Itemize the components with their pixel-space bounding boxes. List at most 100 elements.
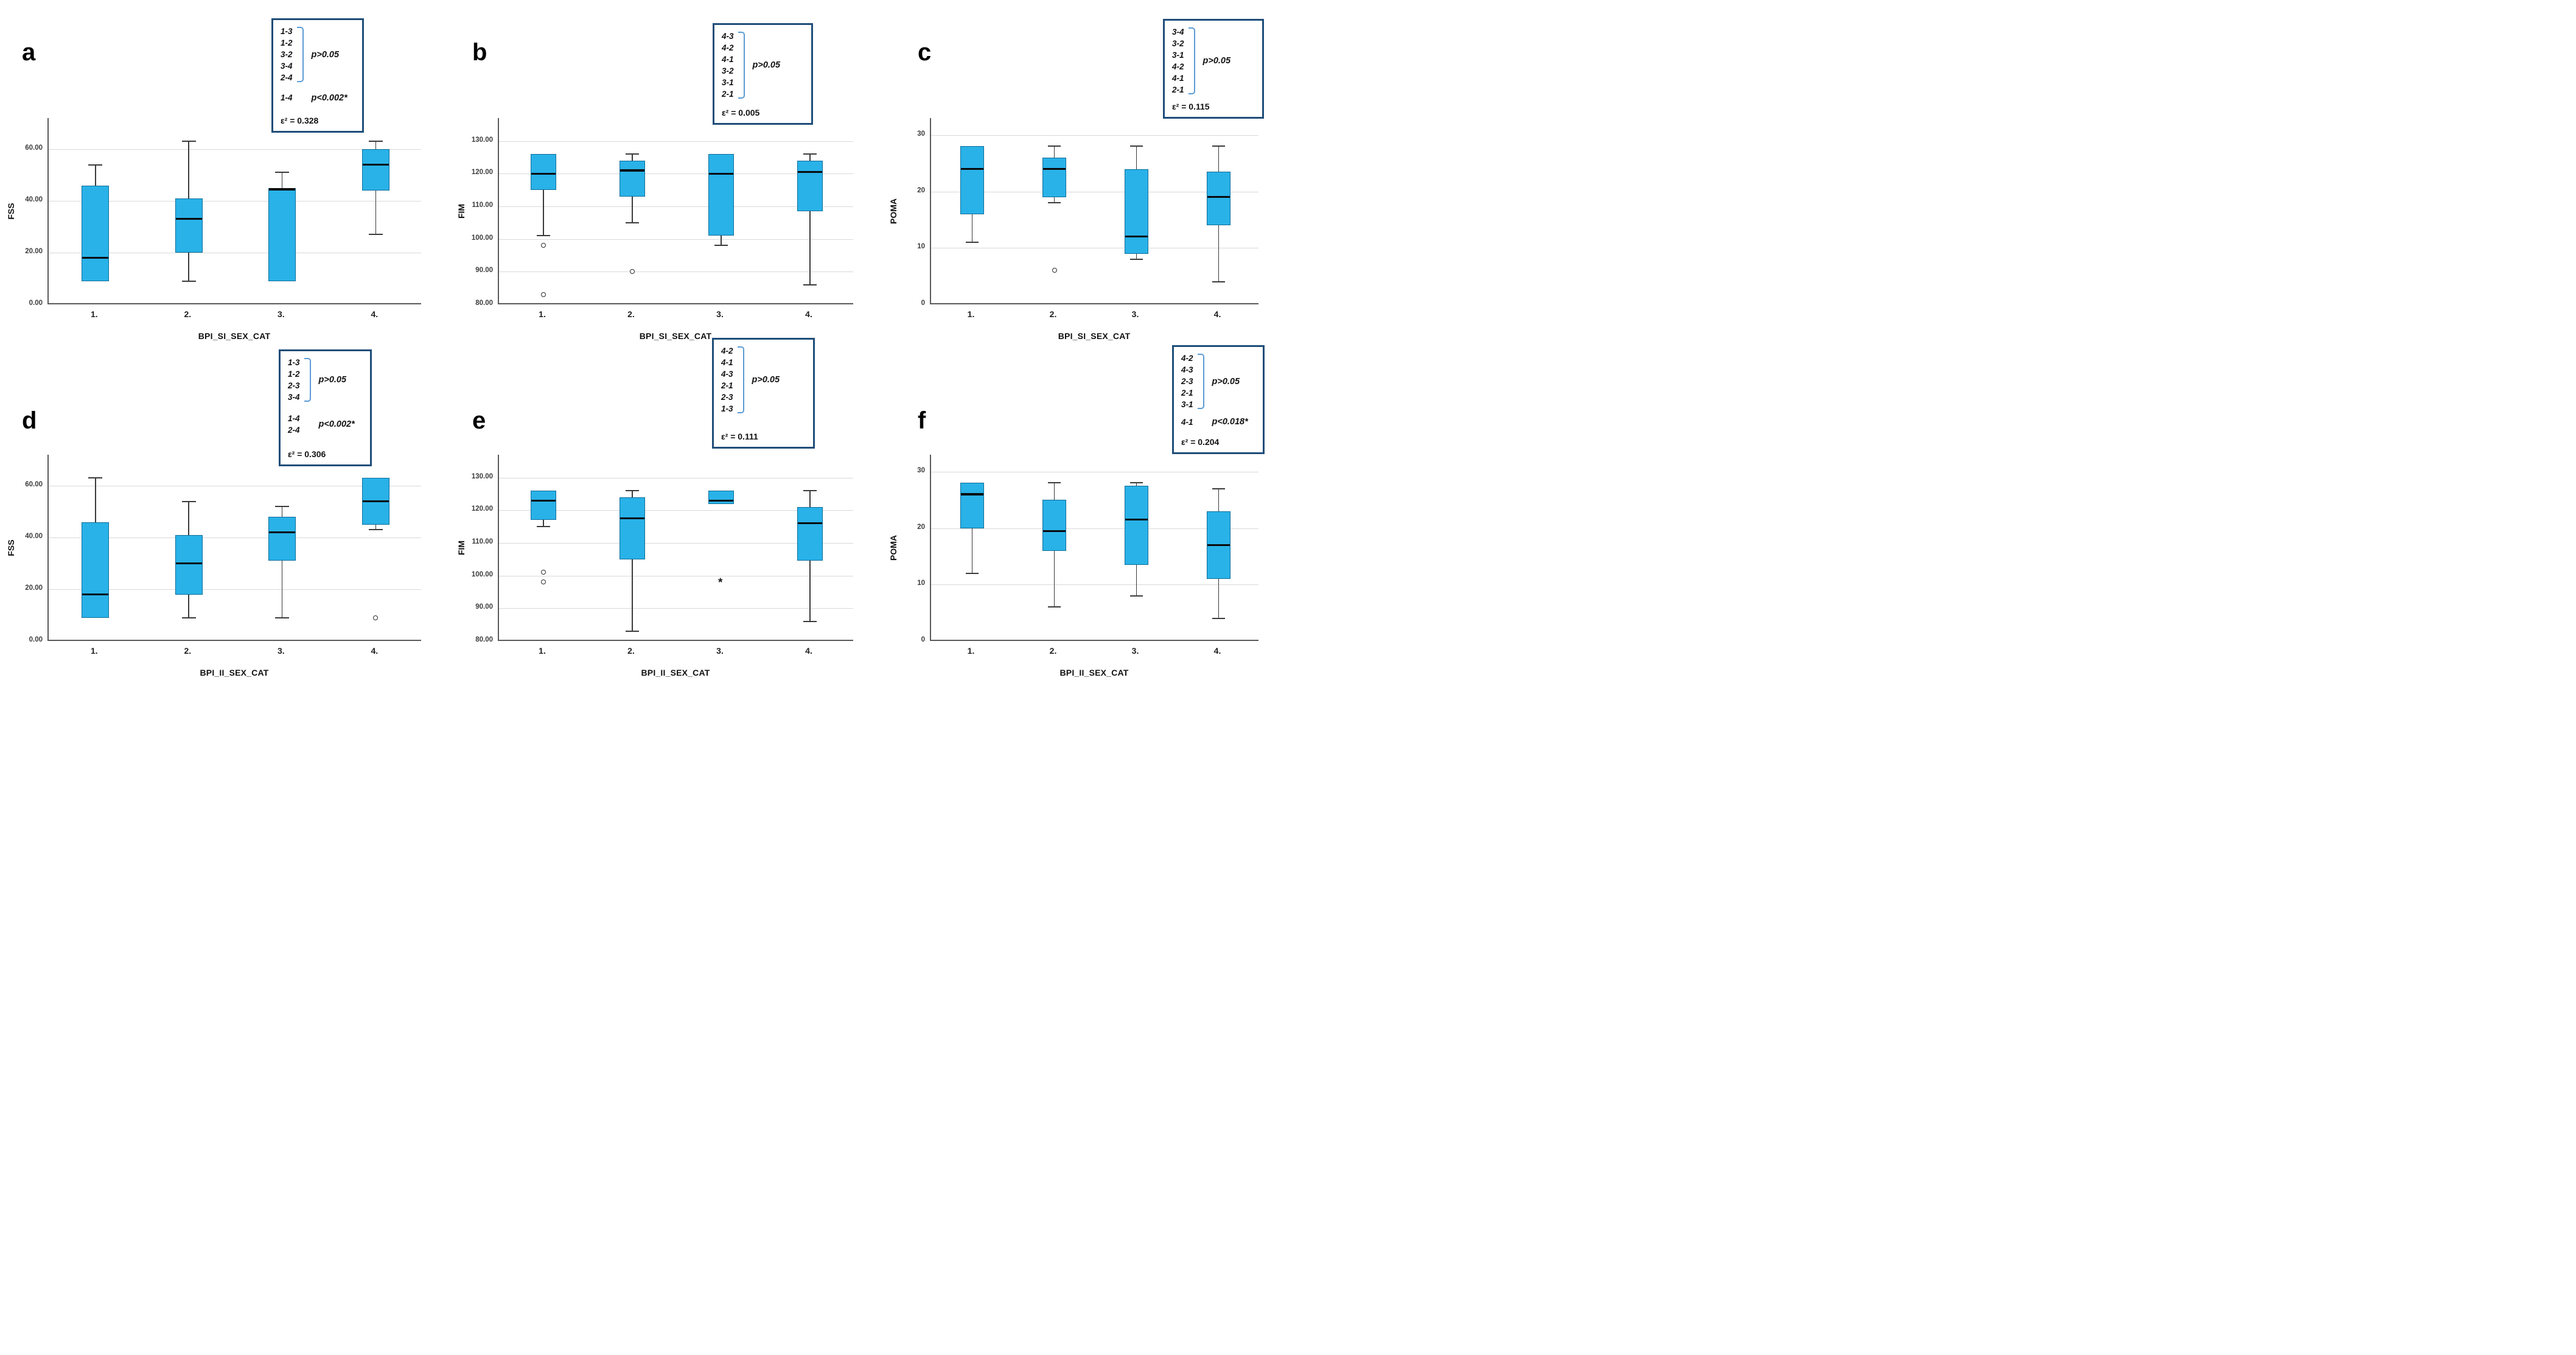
median-line xyxy=(1043,530,1066,532)
boxplot-box xyxy=(361,149,389,191)
p-value-label: p<0.002* xyxy=(318,419,355,429)
annotation-box: 4-3 4-2 4-1 3-2 3-1 2-1 p>0.05 ε² = 0.005 xyxy=(713,23,813,125)
median-line xyxy=(620,517,644,520)
y-tick-label: 90.00 xyxy=(475,603,493,611)
median-line xyxy=(1043,167,1066,170)
x-tick-label: 1. xyxy=(90,646,98,656)
x-tick-label: 3. xyxy=(277,309,285,319)
median-line xyxy=(620,169,644,172)
pair-label: 1-2 xyxy=(288,369,300,379)
pair-label: 2-3 xyxy=(721,393,733,402)
pair-label: 4-2 xyxy=(722,43,734,52)
x-tick-label: 4. xyxy=(371,646,379,656)
pair-label: 1-3 xyxy=(721,404,733,413)
x-tick-label: 1. xyxy=(967,646,975,656)
y-axis-title: FSS xyxy=(6,203,16,220)
effect-size-label: ε² = 0.115 xyxy=(1172,102,1210,111)
gridline xyxy=(49,537,421,538)
pair-label: 4-3 xyxy=(1181,365,1193,374)
x-tick-label: 3. xyxy=(716,646,724,656)
pair-label: 3-2 xyxy=(1172,39,1184,48)
y-tick-label: 130.00 xyxy=(471,472,493,480)
x-tick-label: 4. xyxy=(1213,309,1221,319)
pair-label: 3-1 xyxy=(1172,51,1184,60)
whisker-cap-top xyxy=(1048,482,1061,484)
median-line xyxy=(175,562,202,565)
x-tick-label: 3. xyxy=(716,309,724,319)
panel-letter: f xyxy=(918,407,926,434)
annotation-box: 4-2 4-1 4-3 2-1 2-3 1-3 p>0.05 ε² = 0.111 xyxy=(712,338,815,449)
panel-letter: d xyxy=(22,407,37,434)
x-axis-title: BPI_II_SEX_CAT xyxy=(641,668,710,678)
comparison-section: 4-1 p<0.018* xyxy=(1181,416,1255,428)
whisker-cap-bottom xyxy=(803,284,817,285)
boxplot-box xyxy=(175,534,203,595)
x-tick-label: 3. xyxy=(1131,309,1139,319)
outlier-point xyxy=(541,243,546,248)
boxplot-box xyxy=(531,154,556,191)
x-tick-label: 2. xyxy=(184,309,192,319)
comparison-section: 3-4 3-2 3-1 4-2 4-1 2-1 p>0.05 xyxy=(1172,26,1255,96)
y-tick-label: 90.00 xyxy=(475,267,493,275)
y-tick-label: 20 xyxy=(917,186,925,194)
pair-label: 1-4 xyxy=(288,414,300,423)
outlier-point xyxy=(630,269,635,275)
pair-label: 2-3 xyxy=(1181,377,1193,386)
median-line xyxy=(798,522,822,525)
comparison-bracket-icon xyxy=(1188,27,1195,94)
y-tick-label: 10 xyxy=(917,579,925,587)
y-tick-label: 20.00 xyxy=(25,248,43,255)
whisker-cap-bottom xyxy=(537,526,550,528)
gridline xyxy=(499,271,853,273)
comparison-section: 4-3 4-2 4-1 3-2 3-1 2-1 p>0.05 xyxy=(722,30,804,100)
whisker-cap-bottom xyxy=(1212,281,1225,282)
boxplot-box xyxy=(620,160,645,197)
p-value-label: p<0.018* xyxy=(1212,417,1248,427)
boxplot-box xyxy=(531,491,556,520)
median-line xyxy=(269,188,296,191)
p-value-label: p>0.05 xyxy=(311,49,340,60)
x-tick-label: 2. xyxy=(627,309,635,319)
pair-list: 1-4 2-4 xyxy=(288,413,300,436)
x-axis-title: BPI_SI_SEX_CAT xyxy=(1058,331,1131,341)
median-line xyxy=(269,531,296,534)
whisker-cap-top xyxy=(1130,145,1143,147)
pair-list: 4-2 4-1 4-3 2-1 2-3 1-3 xyxy=(721,345,733,415)
pair-label: 2-1 xyxy=(1181,388,1193,397)
plot-area xyxy=(47,455,421,641)
gridline xyxy=(931,135,1258,136)
y-tick-label: 80.00 xyxy=(475,299,493,307)
y-tick-label: 130.00 xyxy=(471,136,493,144)
y-tick-label: 20 xyxy=(917,523,925,531)
panel-e: e FIM * BPI_II_SEX_CAT 4-2 4-1 4-3 2-1 2-3 1-… xyxy=(450,337,882,678)
whisker-cap-bottom xyxy=(966,242,979,243)
panel-letter: c xyxy=(918,39,932,66)
boxplot-box xyxy=(620,497,645,559)
x-axis-title: BPI_II_SEX_CAT xyxy=(200,668,269,678)
outlier-point xyxy=(541,292,546,297)
effect-size-label: ε² = 0.328 xyxy=(281,116,319,125)
y-tick-label: 80.00 xyxy=(475,636,493,643)
y-tick-label: 110.00 xyxy=(472,201,493,209)
whisker-line xyxy=(971,483,973,573)
pair-label: 2-1 xyxy=(722,89,734,99)
pair-label: 1-4 xyxy=(281,93,293,102)
median-line xyxy=(709,499,733,502)
whisker-cap-top xyxy=(181,141,196,142)
plot-area xyxy=(930,455,1258,641)
boxplot-box xyxy=(960,483,984,528)
annotation-box: 3-4 3-2 3-1 4-2 4-1 2-1 p>0.05 ε² = 0.115 xyxy=(1163,19,1264,119)
comparison-section: 4-2 4-3 2-3 2-1 3-1 p>0.05 xyxy=(1181,352,1255,410)
p-value-label: p>0.05 xyxy=(752,375,780,385)
y-axis-title: POMA xyxy=(888,198,898,224)
whisker-cap-top xyxy=(368,141,383,142)
whisker-cap-bottom xyxy=(181,280,196,282)
boxplot-box xyxy=(708,491,734,504)
boxplot-box xyxy=(797,160,823,211)
boxplot-box xyxy=(82,185,110,281)
median-line xyxy=(1207,544,1230,547)
whisker-cap-bottom xyxy=(1212,617,1225,619)
p-value-label: p>0.05 xyxy=(1212,376,1240,387)
panel-d: d FSS BPI_II_SEX_CAT 1-3 1-2 2-3 3-4 p>0.05 1… xyxy=(0,337,450,678)
pair-label: 3-2 xyxy=(281,50,293,59)
